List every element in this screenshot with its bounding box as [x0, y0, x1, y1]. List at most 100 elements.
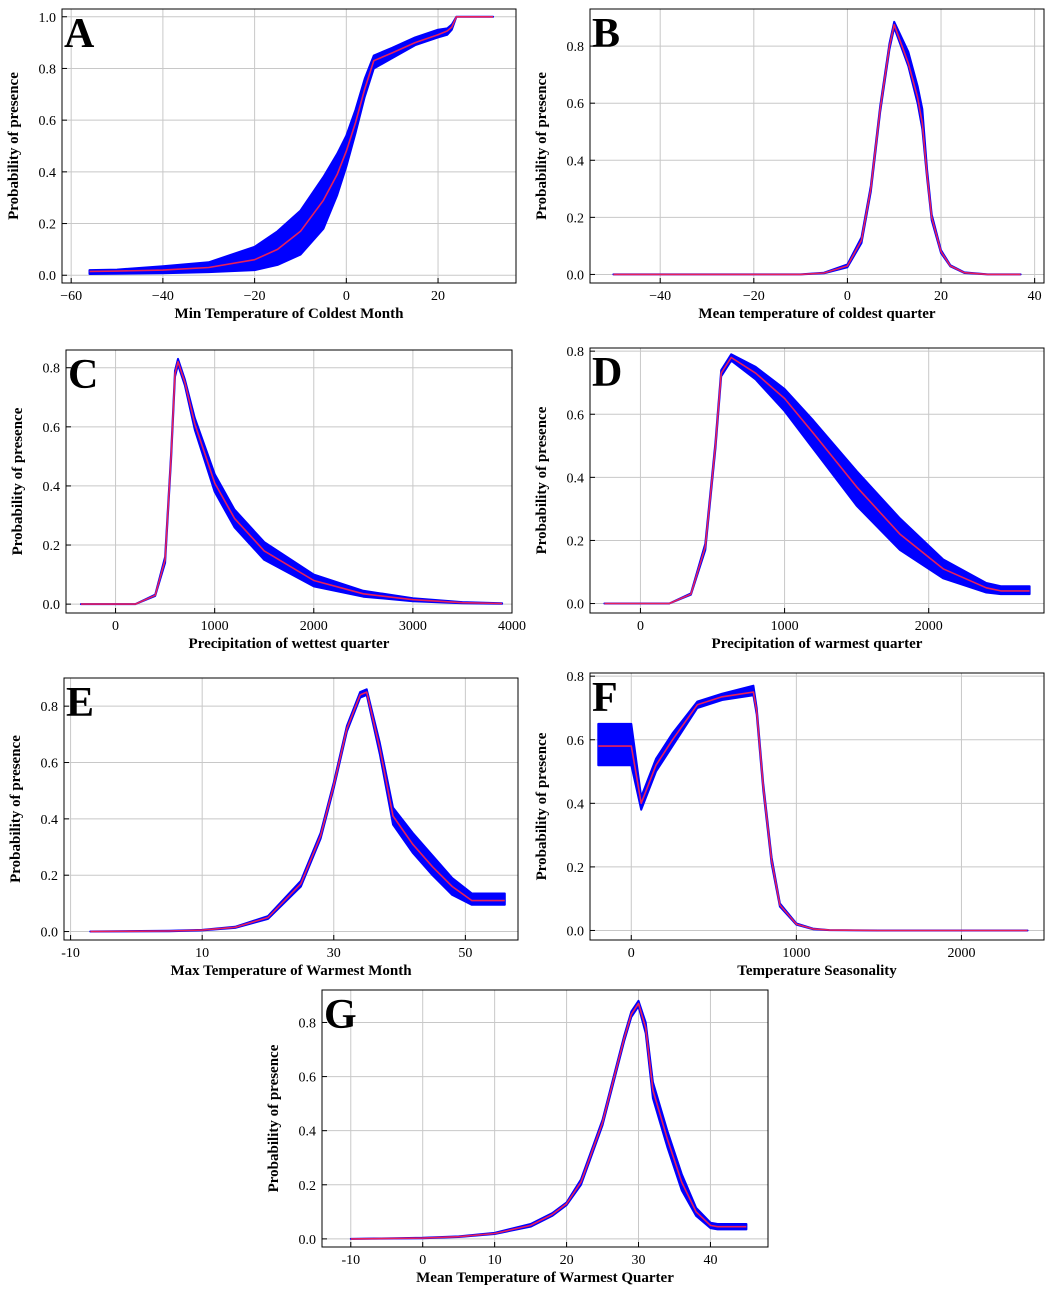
plot-frame [589, 347, 1045, 614]
y-tick-label: 0.2 [567, 534, 585, 549]
chart-panel-a: −60 −40 −20 0 20 0.0 0.2 0.4 0.6 0.8 1.0 Min Temp… [6, 8, 517, 322]
y-axis-label: Probability of presence [266, 1044, 282, 1192]
mean-line-path [89, 16, 494, 273]
x-tick-label: 20 [560, 1253, 574, 1268]
y-axis-ticks: 0.0 0.2 0.4 0.6 0.8 [567, 40, 595, 283]
y-tick-label: 0.2 [43, 539, 61, 554]
y-tick-label: 0.8 [567, 670, 585, 685]
grid [590, 9, 1044, 283]
x-tick-label: 10 [195, 946, 209, 961]
y-axis-label: Probability of presence [534, 72, 550, 220]
x-tick-label: −20 [743, 289, 765, 304]
y-tick-label: 0.8 [567, 345, 585, 360]
panel-letter: E [66, 680, 94, 726]
mean-line-path [350, 1002, 747, 1240]
grid [590, 348, 1044, 613]
x-axis-label: Precipitation of warmest quarter [712, 636, 923, 652]
y-tick-label: 0.2 [41, 869, 59, 884]
panel-letter: A [64, 11, 95, 57]
x-tick-label: 0 [419, 1253, 426, 1268]
y-tick-label: 0.4 [567, 471, 585, 486]
mean-response-line [350, 1002, 747, 1240]
x-tick-label: 0 [112, 619, 119, 634]
y-axis-label: Probability of presence [534, 732, 550, 880]
x-tick-label: 2000 [300, 619, 328, 634]
y-tick-label: 0.6 [567, 97, 585, 112]
y-axis-label: Probability of presence [10, 407, 26, 555]
y-tick-label: 0.2 [567, 861, 585, 876]
x-tick-label: 0 [628, 946, 635, 961]
y-tick-label: 0.0 [567, 268, 585, 283]
y-axis-ticks: 0.0 0.2 0.4 0.6 0.8 [567, 670, 595, 939]
y-tick-label: 0.4 [39, 166, 57, 181]
plot-frame [321, 989, 769, 1248]
x-tick-label: 40 [1028, 289, 1042, 304]
x-tick-label: 0 [844, 289, 851, 304]
plot-frame [61, 8, 517, 284]
y-tick-label: 0.4 [43, 480, 61, 495]
x-axis-label: Max Temperature of Warmest Month [170, 963, 412, 979]
y-tick-label: 0.6 [567, 734, 585, 749]
x-tick-label: 2000 [915, 619, 943, 634]
y-tick-label: 0.8 [299, 1016, 317, 1031]
mean-line-path [613, 23, 1021, 276]
mean-response-line [613, 23, 1021, 276]
x-tick-label: 4000 [498, 619, 526, 634]
confidence-band [603, 353, 1031, 605]
x-axis-ticks: 0 1000 2000 [628, 935, 975, 961]
x-axis-ticks: 0 1000 2000 3000 4000 [112, 608, 526, 634]
y-tick-label: 0.6 [299, 1071, 317, 1086]
chart-panel-d: 0 1000 2000 0.0 0.2 0.4 0.6 0.8 Precipitation … [534, 345, 1045, 652]
chart-panel-c: 0 1000 2000 3000 4000 0.0 0.2 0.4 0.6 0.8 Precip… [10, 349, 526, 652]
y-tick-label: 0.0 [43, 598, 61, 613]
grid [590, 673, 1044, 940]
chart-panel-g: -10 0 10 20 30 40 0.0 0.2 0.4 0.6 0.8 Mean Temper… [266, 989, 769, 1286]
grid [64, 678, 518, 940]
x-tick-label: -10 [341, 1253, 360, 1268]
x-axis-label: Temperature Seasonality [737, 963, 897, 979]
x-axis-label: Mean Temperature of Warmest Quarter [416, 1270, 674, 1286]
y-tick-label: 0.0 [39, 269, 57, 284]
x-axis-ticks: -10 10 30 50 [61, 935, 472, 961]
y-tick-label: 0.4 [567, 154, 585, 169]
band-area [597, 684, 1029, 932]
confidence-band [349, 999, 748, 1240]
grid [62, 9, 516, 283]
x-tick-label: 20 [934, 289, 948, 304]
y-tick-label: 0.6 [39, 114, 57, 129]
x-tick-label: 50 [458, 946, 472, 961]
y-tick-label: 0.2 [299, 1179, 317, 1194]
confidence-band [612, 20, 1022, 276]
mean-line-path [90, 691, 505, 933]
x-tick-label: 30 [632, 1253, 646, 1268]
y-tick-label: 0.2 [39, 218, 57, 233]
x-axis-ticks: −60 −40 −20 0 20 [60, 278, 445, 304]
x-axis-ticks: −40 −20 0 20 40 [649, 278, 1042, 304]
band-area [612, 20, 1022, 276]
y-tick-label: 1.0 [39, 11, 57, 26]
x-tick-label: 0 [637, 619, 644, 634]
mean-line-path [598, 691, 1028, 932]
y-tick-label: 0.8 [39, 62, 57, 77]
x-axis-ticks: 0 1000 2000 [637, 608, 943, 634]
y-axis-label: Probability of presence [6, 72, 22, 220]
panel-letter: D [592, 350, 622, 396]
x-tick-label: 1000 [201, 619, 229, 634]
x-tick-label: −60 [60, 289, 82, 304]
plot-frame [65, 349, 513, 614]
mean-response-line [89, 16, 494, 273]
y-tick-label: 0.4 [299, 1125, 317, 1140]
x-axis-label: Precipitation of wettest quarter [189, 636, 390, 652]
confidence-band [89, 688, 506, 933]
panel-letter: C [68, 352, 98, 398]
y-tick-label: 0.8 [43, 362, 61, 377]
confidence-band [597, 684, 1029, 932]
x-tick-label: −20 [244, 289, 266, 304]
y-axis-ticks: 0.0 0.2 0.4 0.6 0.8 [43, 362, 71, 613]
y-tick-label: 0.2 [567, 211, 585, 226]
x-tick-label: 3000 [399, 619, 427, 634]
plot-frame [589, 672, 1045, 941]
chart-panel-f: 0 1000 2000 0.0 0.2 0.4 0.6 0.8 Temperature Se… [534, 670, 1045, 979]
confidence-band [88, 15, 495, 275]
x-axis-label: Min Temperature of Coldest Month [175, 306, 405, 322]
